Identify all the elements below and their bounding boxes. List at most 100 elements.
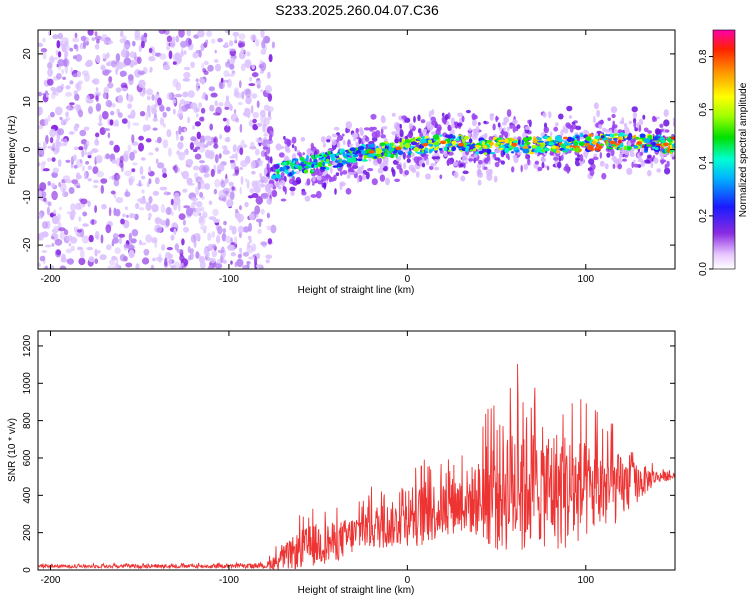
signal-core xyxy=(343,160,346,165)
signal-halo xyxy=(447,125,452,132)
signal-halo xyxy=(553,156,559,161)
noise-blob xyxy=(151,203,159,213)
signal-halo xyxy=(611,113,616,119)
signal-halo xyxy=(462,170,469,175)
colorbar: 0.0 0.2 0.4 0.6 0.8 Normalized spectral ampl… xyxy=(698,29,749,276)
noise-blob xyxy=(220,77,224,83)
noise-blob xyxy=(178,151,186,161)
signal-core xyxy=(643,138,651,144)
noise-blob xyxy=(72,73,78,78)
signal-halo xyxy=(656,168,662,173)
figure-title: S233.2025.260.04.07.C36 xyxy=(275,2,439,18)
noise-blob xyxy=(192,210,200,217)
signal-core xyxy=(370,143,375,148)
noise-blob xyxy=(158,253,162,261)
noise-blob xyxy=(213,138,217,143)
signal-halo xyxy=(426,121,430,127)
noise-blob xyxy=(204,183,210,190)
signal-core xyxy=(451,146,457,152)
noise-blob xyxy=(47,157,52,162)
noise-blob xyxy=(72,55,78,60)
noise-blob xyxy=(201,78,205,85)
noise-blob xyxy=(170,234,175,241)
noise-blob xyxy=(47,181,51,186)
noise-blob xyxy=(265,254,273,260)
signal-halo xyxy=(371,136,378,142)
signal-halo xyxy=(381,126,388,130)
noise-blob xyxy=(73,124,79,132)
signal-core xyxy=(444,134,451,138)
noise-blob xyxy=(224,125,231,133)
noise-blob xyxy=(231,70,236,75)
signal-peak xyxy=(395,146,402,151)
signal-halo xyxy=(516,124,521,129)
noise-blob xyxy=(187,116,191,124)
noise-blob xyxy=(178,125,182,135)
noise-blob xyxy=(198,102,203,108)
noise-blob xyxy=(38,91,42,97)
signal-halo xyxy=(636,121,640,129)
noise-blob xyxy=(152,257,156,262)
signal-core xyxy=(353,154,359,158)
noise-blob xyxy=(148,47,153,54)
noise-blob xyxy=(195,251,200,259)
signal-core xyxy=(522,137,529,143)
noise-blob xyxy=(87,154,92,159)
noise-blob xyxy=(230,57,236,65)
noise-blob xyxy=(82,165,85,172)
signal-core xyxy=(653,137,658,141)
noise-blob xyxy=(170,198,174,206)
noise-blob xyxy=(212,208,219,217)
signal-halo xyxy=(425,158,430,166)
signal-core xyxy=(509,140,512,146)
signal-halo xyxy=(379,174,386,182)
signal-core xyxy=(471,143,477,149)
signal-peak xyxy=(609,140,616,145)
noise-blob xyxy=(51,190,58,201)
signal-core xyxy=(317,155,323,158)
signal-core xyxy=(617,139,622,144)
noise-blob xyxy=(175,81,182,91)
noise-blob xyxy=(229,63,235,70)
signal-core xyxy=(408,152,411,156)
noise-blob xyxy=(242,226,250,233)
noise-blob xyxy=(109,259,116,266)
noise-blob xyxy=(245,96,252,105)
noise-blob xyxy=(94,139,100,146)
signal-halo xyxy=(320,136,326,143)
signal-halo xyxy=(596,130,602,134)
signal-halo xyxy=(264,183,271,191)
noise-blob xyxy=(167,147,172,157)
signal-halo xyxy=(411,167,417,174)
signal-core xyxy=(614,139,617,142)
signal-core xyxy=(575,136,580,139)
noise-blob xyxy=(122,154,129,162)
signal-core xyxy=(565,145,570,149)
signal-halo xyxy=(322,142,326,148)
spectrogram-x-label: Height of straight line (km) xyxy=(298,285,415,296)
noise-blob xyxy=(172,99,177,104)
signal-halo xyxy=(503,127,506,132)
signal-halo xyxy=(575,157,581,161)
noise-blob xyxy=(213,218,220,223)
noise-blob xyxy=(240,63,246,72)
noise-blob xyxy=(210,257,216,264)
signal-core xyxy=(584,143,590,146)
noise-blob xyxy=(248,256,255,260)
noise-blob xyxy=(93,184,99,189)
signal-halo xyxy=(540,157,547,163)
signal-peak xyxy=(663,142,670,147)
signal-core xyxy=(273,164,280,169)
signal-halo xyxy=(394,138,399,144)
noise-blob xyxy=(256,160,264,164)
noise-blob xyxy=(127,103,132,109)
snr-panel: -200 -100 0 100 0 200 400 600 800 1000 1200 Heigh… xyxy=(7,330,676,596)
noise-blob xyxy=(55,49,58,56)
noise-blob xyxy=(155,158,159,164)
noise-blob xyxy=(222,187,230,194)
noise-blob xyxy=(135,202,140,210)
signal-halo xyxy=(577,154,581,158)
noise-blob xyxy=(47,145,53,149)
noise-blob xyxy=(59,265,67,269)
